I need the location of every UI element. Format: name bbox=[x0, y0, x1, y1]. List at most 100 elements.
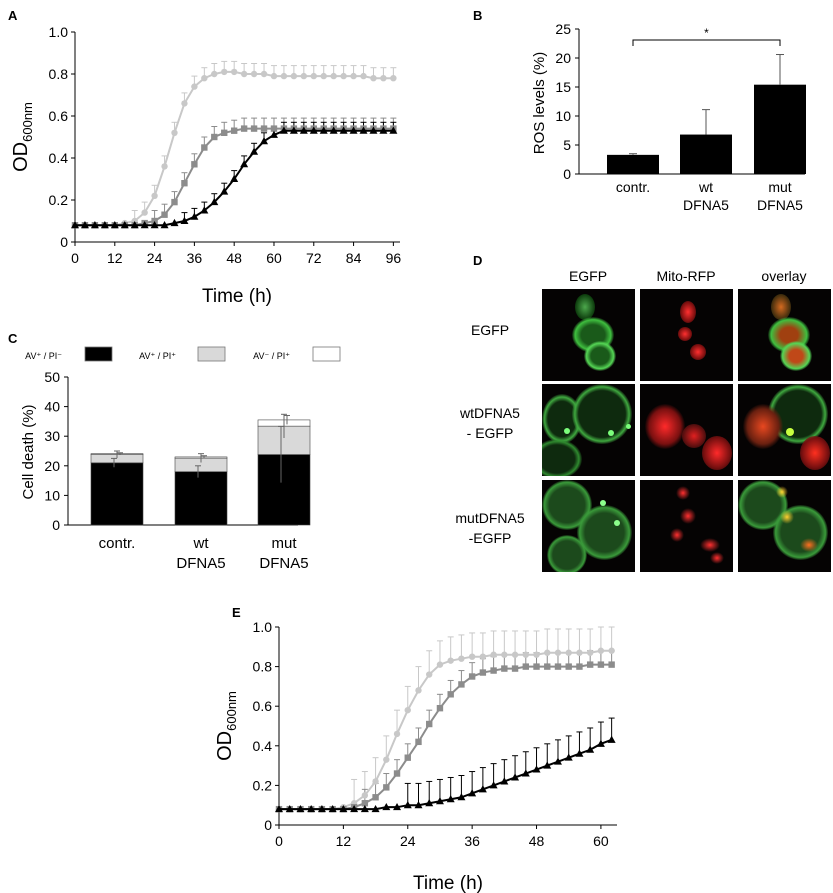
significance-bracket bbox=[632, 39, 781, 46]
data-point-3 bbox=[190, 212, 199, 220]
data-point-1 bbox=[310, 72, 317, 80]
data-point-3 bbox=[260, 137, 269, 145]
data-point-1 bbox=[522, 651, 529, 658]
category-label: mut bbox=[271, 535, 297, 552]
y-tick-label: 1.0 bbox=[253, 619, 273, 635]
y-tick-label: 0 bbox=[52, 517, 60, 533]
y-tick-label: 10 bbox=[44, 487, 60, 503]
data-point-1 bbox=[415, 687, 422, 694]
data-point-1 bbox=[479, 653, 487, 660]
data-point-2 bbox=[191, 161, 198, 168]
y-tick-label: 0.4 bbox=[49, 150, 69, 166]
y-tick-label: 0 bbox=[60, 234, 68, 250]
data-point-3 bbox=[403, 801, 412, 809]
data-point-3 bbox=[120, 221, 129, 229]
y-tick-label: 0.2 bbox=[253, 777, 273, 793]
data-point-3 bbox=[553, 757, 562, 765]
data-point-3 bbox=[564, 753, 573, 761]
data-point-2 bbox=[565, 663, 572, 670]
data-point-3 bbox=[220, 187, 229, 195]
data-point-2 bbox=[270, 125, 278, 132]
data-point-3 bbox=[230, 174, 239, 182]
y-tick-label: 0 bbox=[264, 817, 272, 833]
data-point-2 bbox=[230, 127, 238, 134]
micrograph-egfp-overlay bbox=[738, 289, 831, 381]
data-point-3 bbox=[296, 804, 305, 813]
data-point-2 bbox=[501, 665, 508, 672]
data-point-2 bbox=[426, 720, 433, 728]
series-line-1 bbox=[279, 649, 612, 811]
data-point-1 bbox=[554, 649, 562, 656]
x-tick-label: 12 bbox=[336, 833, 352, 849]
y-tick-label: 0.2 bbox=[49, 192, 69, 208]
data-point-3 bbox=[269, 130, 278, 138]
data-point-3 bbox=[389, 126, 398, 134]
data-point-2 bbox=[490, 667, 497, 674]
y-tick-label: 10 bbox=[555, 108, 571, 124]
stack-segment-1 bbox=[174, 471, 228, 526]
data-point-1 bbox=[511, 651, 519, 658]
y-tick-label: 0.6 bbox=[253, 698, 273, 714]
data-point-1 bbox=[350, 72, 357, 80]
series-line-2 bbox=[279, 663, 612, 811]
x-tick-label: 48 bbox=[529, 833, 545, 849]
data-point-3 bbox=[435, 797, 444, 805]
data-point-2 bbox=[468, 673, 476, 680]
micrograph-mutdfna5-mito-rfp bbox=[640, 480, 733, 572]
y-axis-title-main: OD bbox=[10, 142, 32, 172]
data-point-3 bbox=[489, 781, 498, 789]
y-tick-label: 0 bbox=[563, 166, 571, 182]
data-point-1 bbox=[565, 649, 572, 656]
x-tick-label: 24 bbox=[147, 250, 163, 266]
y-axis-title-subscript: 600nm bbox=[20, 102, 35, 142]
y-tick-label: 20 bbox=[44, 458, 60, 474]
data-point-3 bbox=[350, 804, 359, 813]
data-point-2 bbox=[597, 661, 605, 668]
data-point-3 bbox=[309, 126, 318, 134]
data-point-1 bbox=[141, 209, 148, 216]
y-axis-title: OD600nm bbox=[10, 102, 35, 172]
column-label-overlay: overlay bbox=[761, 268, 807, 284]
data-point-2 bbox=[260, 125, 268, 132]
data-point-2 bbox=[211, 133, 218, 141]
data-point-1 bbox=[370, 75, 377, 82]
category-label: mut bbox=[768, 179, 791, 195]
panel-label-c: C bbox=[8, 331, 18, 346]
data-point-3 bbox=[307, 804, 316, 813]
y-tick-label: 0.4 bbox=[253, 738, 273, 754]
data-point-3 bbox=[200, 206, 209, 214]
y-tick-label: 25 bbox=[555, 21, 571, 37]
x-tick-label: 36 bbox=[464, 833, 480, 849]
data-point-1 bbox=[468, 653, 476, 660]
y-axis-title: ROS levels (%) bbox=[531, 52, 548, 155]
data-point-2 bbox=[447, 691, 454, 698]
row-label-wtdfna5: wtDFNA5 - EGFP bbox=[460, 405, 520, 441]
data-point-1 bbox=[330, 72, 337, 80]
data-point-1 bbox=[544, 649, 551, 656]
data-point-1 bbox=[230, 68, 238, 76]
stack-segment-2 bbox=[257, 425, 311, 455]
data-point-1 bbox=[151, 192, 158, 199]
data-point-3 bbox=[575, 749, 584, 757]
y-tick-label: 15 bbox=[555, 79, 571, 95]
data-point-3 bbox=[360, 804, 369, 813]
micrograph-wtdfna5-mito-rfp bbox=[640, 384, 733, 476]
data-point-2 bbox=[161, 211, 168, 218]
data-point-1 bbox=[240, 70, 248, 78]
data-point-3 bbox=[250, 147, 259, 155]
data-point-3 bbox=[240, 160, 249, 168]
y-tick-label: 5 bbox=[563, 137, 571, 153]
legend-label: AV⁻ / PI⁺ bbox=[253, 351, 290, 361]
micrograph-egfp-mito-rfp bbox=[640, 289, 733, 381]
data-point-1 bbox=[161, 163, 168, 170]
micrograph-egfp-egfp bbox=[542, 289, 635, 381]
data-point-2 bbox=[221, 129, 228, 136]
data-point-1 bbox=[586, 649, 594, 656]
data-point-2 bbox=[554, 663, 562, 670]
data-point-3 bbox=[393, 802, 402, 811]
row-label-mutdfna5: mutDFNA5 -EGFP bbox=[455, 510, 525, 546]
micrograph-mutdfna5-overlay bbox=[738, 480, 831, 572]
data-point-1 bbox=[320, 72, 327, 80]
data-point-1 bbox=[290, 72, 298, 80]
